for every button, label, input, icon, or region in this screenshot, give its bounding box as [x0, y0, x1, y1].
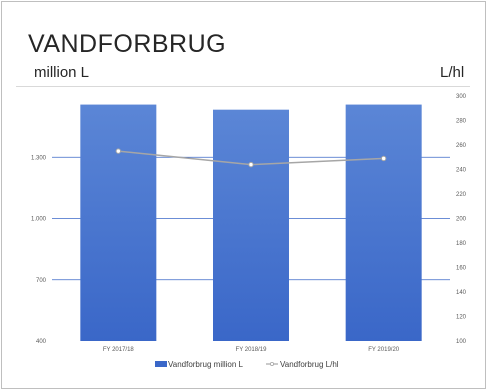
y-tick-label-right: 180 [456, 241, 467, 247]
legend-swatch-bar [155, 361, 167, 367]
legend-marker-line [269, 361, 274, 366]
x-tick-label: FY 2017/18 [103, 347, 135, 353]
legend-label-line: Vandforbrug L/hl [280, 360, 339, 369]
line-point [380, 155, 387, 162]
y-tick-label-right: 120 [456, 315, 467, 321]
y-tick-label-left: 1.000 [31, 217, 47, 223]
legend-label-bar: Vandforbrug million L [168, 360, 244, 369]
y-tick-label-left: 1.300 [31, 155, 47, 161]
bar [345, 104, 422, 341]
y-tick-label-right: 140 [456, 290, 467, 296]
line-point [115, 148, 122, 154]
line-point [248, 161, 254, 168]
y-tick-label-right: 260 [456, 143, 467, 149]
right-axis-unit: L/hl [440, 64, 465, 81]
y-tick-label-right: 100 [456, 339, 467, 345]
y-tick-label-right: 280 [456, 119, 467, 125]
y-tick-label-right: 200 [456, 217, 467, 223]
y-tick-label-right: 240 [456, 168, 467, 174]
y-tick-label-right: 300 [456, 94, 467, 100]
bar [213, 109, 289, 341]
chart-title: VANDFORBRUG [28, 30, 227, 58]
header-divider [16, 86, 470, 87]
bar [80, 104, 157, 341]
y-tick-label-left: 400 [36, 339, 47, 345]
y-tick-label-right: 160 [456, 266, 467, 272]
left-axis-unit: million L [34, 64, 90, 81]
y-tick-label-left: 700 [36, 278, 47, 284]
x-tick-label: FY 2018/19 [236, 347, 268, 353]
x-tick-label: FY 2019/20 [368, 347, 400, 353]
y-tick-label-right: 220 [456, 192, 467, 198]
